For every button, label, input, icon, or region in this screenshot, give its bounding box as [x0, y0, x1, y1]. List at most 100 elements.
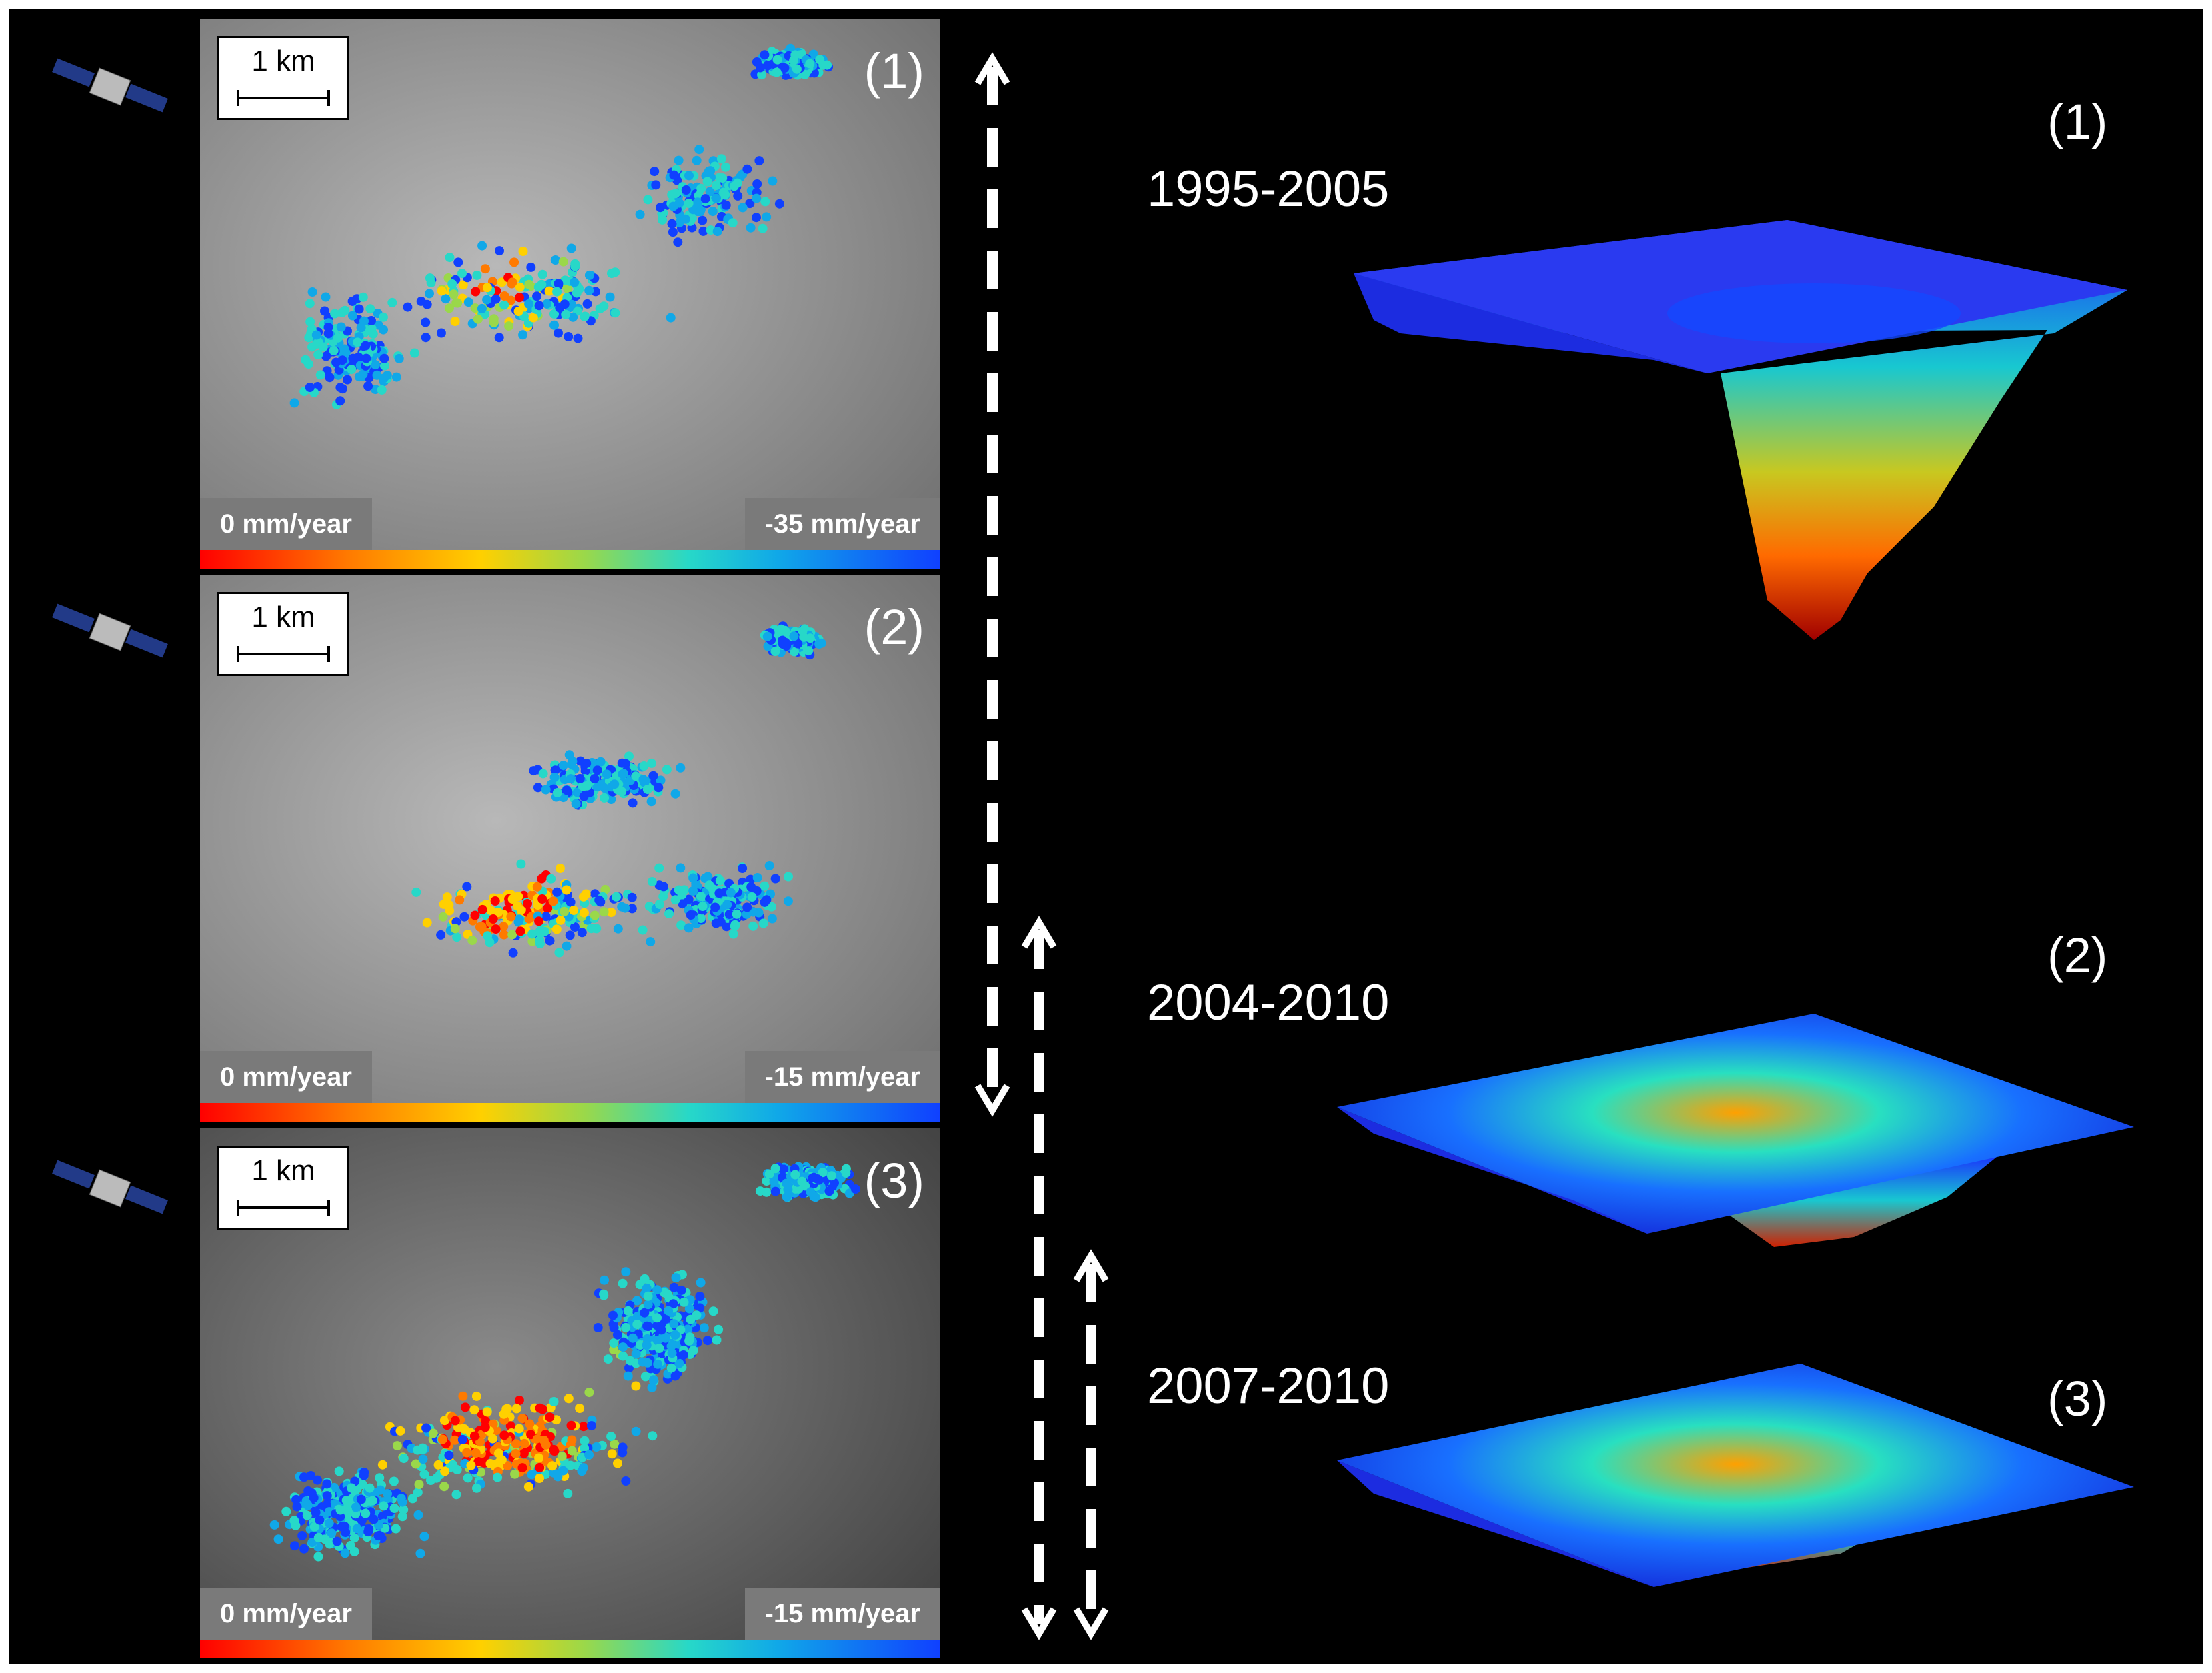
- measurement-point: [770, 1186, 780, 1196]
- measurement-point: [643, 1291, 653, 1301]
- measurement-point: [792, 64, 802, 74]
- measurement-point: [523, 1482, 533, 1492]
- measurement-point: [335, 396, 345, 406]
- measurement-point: [482, 295, 492, 305]
- measurement-point: [395, 1426, 405, 1436]
- measurement-point: [783, 896, 793, 906]
- measurement-point: [722, 900, 732, 910]
- measurement-point: [343, 375, 352, 385]
- scale-bar: 1 km: [217, 36, 349, 120]
- measurement-point: [789, 55, 799, 65]
- measurement-point: [535, 1474, 544, 1483]
- measurement-point: [407, 1494, 417, 1504]
- measurement-points: [289, 43, 834, 409]
- measurement-point: [632, 1296, 642, 1306]
- measurement-point: [584, 1388, 594, 1398]
- measurement-point: [438, 912, 448, 922]
- measurement-point: [482, 1407, 492, 1417]
- measurement-point: [361, 341, 371, 351]
- measurement-point: [330, 309, 340, 319]
- measurement-point: [450, 1416, 460, 1426]
- measurement-point: [338, 384, 347, 394]
- measurement-point: [669, 1319, 679, 1329]
- measurement-point: [442, 892, 452, 902]
- measurement-point: [714, 1324, 724, 1334]
- measurement-point: [704, 166, 714, 176]
- measurement-point: [664, 1306, 674, 1316]
- measurement-point: [610, 779, 620, 789]
- measurement-point: [783, 1184, 793, 1194]
- measurement-point: [458, 1391, 468, 1401]
- measurement-point: [526, 262, 536, 272]
- measurement-point: [552, 887, 562, 897]
- measurement-point: [566, 1420, 576, 1430]
- measurement-point: [396, 1494, 406, 1504]
- measurement-point: [313, 1552, 323, 1562]
- measurement-point: [748, 921, 758, 931]
- measurement-point: [679, 1297, 689, 1307]
- measurement-point: [570, 277, 580, 287]
- measurement-point: [556, 915, 566, 925]
- measurement-point: [599, 907, 609, 917]
- measurement-point: [380, 361, 389, 371]
- measurement-point: [656, 1325, 666, 1335]
- period-label-2: 2004-2010: [1147, 974, 1390, 1031]
- measurement-point: [305, 383, 315, 392]
- measurement-point: [372, 370, 382, 380]
- period-label-1: 1995-2005: [1147, 161, 1390, 217]
- measurement-point: [499, 291, 509, 301]
- measurement-point: [656, 203, 665, 213]
- measurement-point: [659, 882, 668, 892]
- measurement-point: [562, 785, 572, 795]
- measurement-point: [574, 284, 584, 294]
- measurement-point: [770, 1164, 780, 1174]
- measurement-point: [462, 1448, 472, 1458]
- measurement-point: [289, 1516, 299, 1526]
- measurement-point: [547, 1461, 558, 1471]
- measurement-point: [696, 914, 706, 923]
- measurement-point: [302, 1510, 312, 1520]
- measurement-point: [772, 55, 782, 65]
- measurement-point: [718, 173, 728, 183]
- measurement-point: [606, 1432, 616, 1442]
- measurement-point: [419, 1469, 429, 1479]
- measurement-point: [653, 1359, 663, 1369]
- measurement-point: [674, 198, 684, 208]
- measurement-point: [311, 1508, 321, 1518]
- scale-label: 1 km: [251, 601, 315, 633]
- measurement-point: [309, 1522, 319, 1532]
- measurement-point: [332, 1536, 342, 1546]
- measurement-point: [375, 1473, 385, 1483]
- measurement-point: [772, 67, 782, 77]
- measurement-point: [367, 1496, 377, 1506]
- measurement-point: [746, 223, 756, 233]
- measurement-point: [726, 888, 736, 898]
- measurement-point: [368, 329, 378, 339]
- measurement-point: [721, 200, 731, 210]
- measurement-point: [538, 769, 548, 779]
- measurement-point: [490, 896, 500, 906]
- measurement-point: [680, 214, 690, 224]
- measurement-point: [711, 193, 721, 203]
- measurement-point: [627, 904, 637, 914]
- measurement-point: [445, 253, 455, 263]
- measurement-point: [696, 183, 706, 193]
- measurement-point: [411, 887, 421, 897]
- measurement-point: [667, 1348, 677, 1358]
- measurement-point: [318, 342, 328, 352]
- measurement-point: [299, 1544, 309, 1554]
- measurement-point: [458, 280, 468, 290]
- measurement-point: [477, 241, 487, 251]
- measurement-point: [586, 1421, 596, 1431]
- measurement-point: [359, 1470, 369, 1480]
- measurement-point: [363, 381, 373, 391]
- measurement-point: [419, 1532, 429, 1542]
- measurement-point: [436, 328, 446, 338]
- measurement-point: [599, 301, 609, 311]
- measurement-point: [703, 872, 713, 882]
- measurement-point: [613, 924, 623, 934]
- measurement-point: [453, 298, 463, 308]
- measurement-point: [584, 270, 594, 280]
- color-scale-bar: [200, 1640, 940, 1658]
- subsidence-model-3: [1337, 1364, 2134, 1587]
